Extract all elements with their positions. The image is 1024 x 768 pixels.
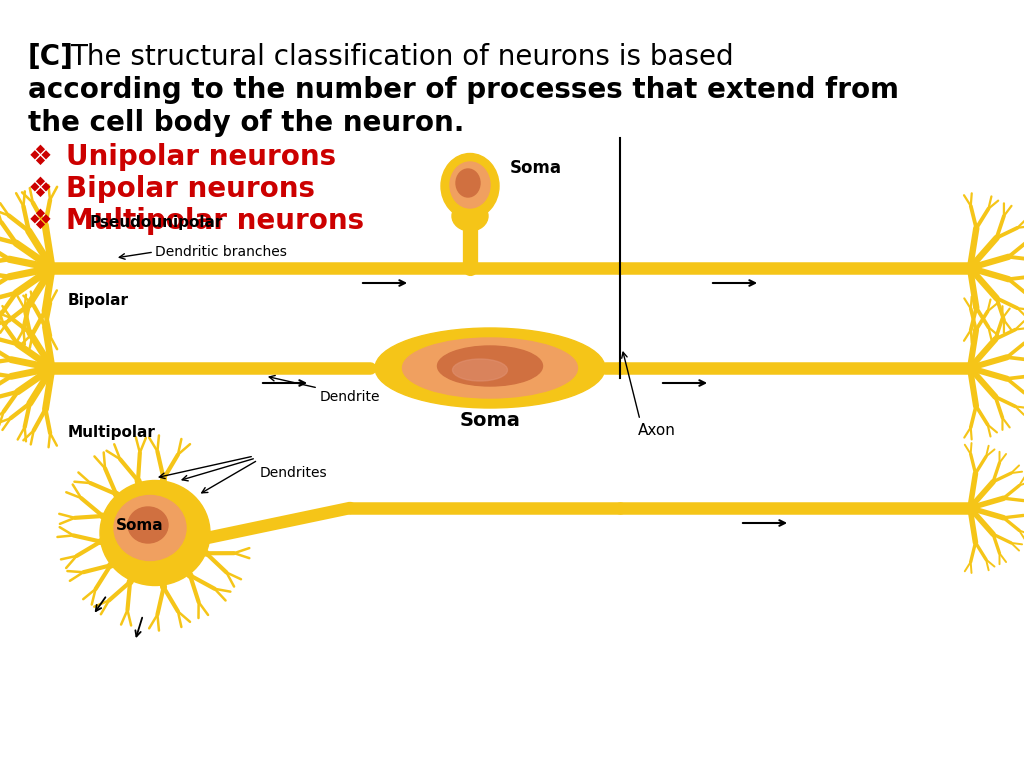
Text: according to the number of processes that extend from: according to the number of processes tha… [28, 76, 899, 104]
Text: the cell body of the neuron.: the cell body of the neuron. [28, 109, 464, 137]
Text: Bipolar: Bipolar [68, 293, 129, 308]
Ellipse shape [456, 169, 480, 197]
Text: ❖: ❖ [28, 143, 53, 171]
Text: ❖: ❖ [28, 207, 53, 235]
Text: Pseudounipolar: Pseudounipolar [90, 215, 223, 230]
Text: Soma: Soma [460, 411, 520, 429]
Ellipse shape [452, 201, 488, 231]
Text: Dendrite: Dendrite [319, 390, 381, 404]
Text: Soma: Soma [510, 159, 562, 177]
Text: Multipolar: Multipolar [68, 425, 156, 440]
Text: Dendrites: Dendrites [260, 466, 328, 480]
Ellipse shape [100, 481, 210, 585]
Ellipse shape [437, 346, 543, 386]
Text: Bipolar neurons: Bipolar neurons [66, 175, 315, 203]
Text: The structural classification of neurons is based: The structural classification of neurons… [70, 43, 733, 71]
Text: ❖: ❖ [28, 175, 53, 203]
Ellipse shape [402, 338, 578, 398]
Ellipse shape [453, 359, 508, 381]
Ellipse shape [128, 507, 168, 543]
Ellipse shape [114, 495, 186, 561]
Text: Dendritic branches: Dendritic branches [155, 245, 287, 259]
Ellipse shape [375, 328, 605, 408]
Text: Unipolar neurons: Unipolar neurons [66, 143, 336, 171]
Text: [C]: [C] [28, 43, 74, 71]
Text: Axon: Axon [638, 423, 676, 438]
Text: Soma: Soma [116, 518, 164, 532]
Ellipse shape [450, 162, 490, 208]
Ellipse shape [441, 154, 499, 219]
Text: Multipolar neurons: Multipolar neurons [66, 207, 365, 235]
